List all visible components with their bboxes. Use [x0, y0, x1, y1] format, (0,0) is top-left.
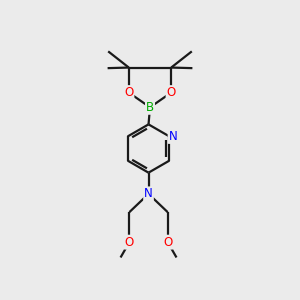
Text: N: N [144, 188, 153, 200]
Text: O: O [124, 86, 134, 99]
Text: N: N [169, 130, 177, 143]
Text: O: O [163, 236, 172, 249]
Text: O: O [167, 86, 176, 99]
Text: O: O [125, 236, 134, 249]
Text: B: B [146, 101, 154, 114]
